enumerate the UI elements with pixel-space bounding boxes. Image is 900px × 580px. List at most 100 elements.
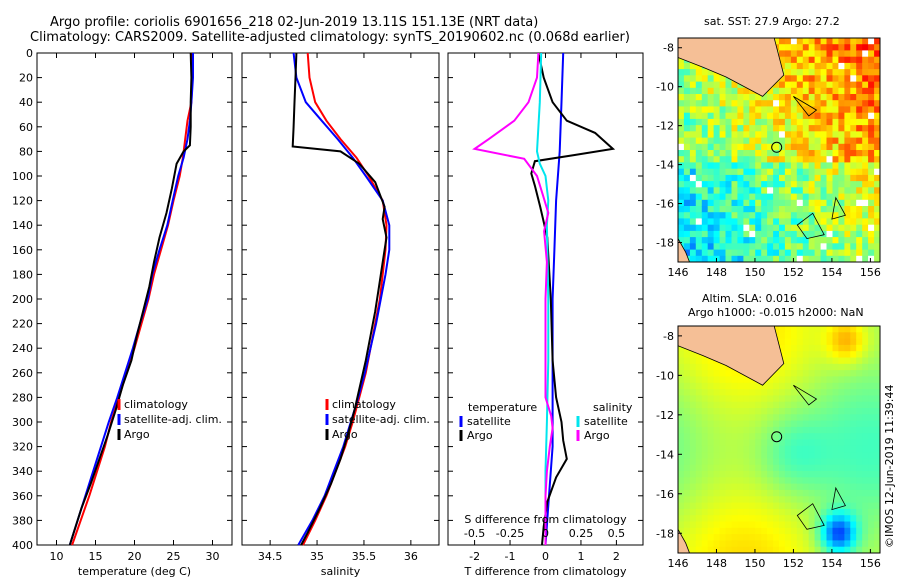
sla-heatmap-cell (844, 458, 851, 466)
sla-heatmap-cell (678, 376, 685, 384)
sla-heatmap-cell (814, 515, 821, 522)
sst-heatmap-cell (767, 137, 774, 145)
temperature-series-satellite-adj-clim- (68, 53, 194, 546)
sla-heatmap-cell (761, 408, 768, 415)
sst-heatmap-cell (844, 237, 851, 244)
sla-heatmap-cell (802, 496, 810, 504)
sla-heatmap-cell (743, 464, 750, 472)
sla-heatmap-cell (713, 414, 720, 422)
sst-heatmap-cell (832, 230, 839, 238)
sst-heatmap-cell (713, 125, 720, 132)
sst-heatmap-cell (779, 118, 786, 126)
sst-heatmap-cell (874, 50, 881, 58)
sst-heatmap-cell (767, 224, 774, 232)
sla-heatmap-cell (683, 351, 691, 358)
sla-heatmap-cell (862, 414, 869, 422)
sst-heatmap-cell (790, 243, 798, 250)
sst-heatmap-cell (695, 237, 703, 244)
sla-heatmap-cell (767, 515, 774, 522)
sla-heatmap-cell (814, 439, 821, 447)
sla-heatmap-cell (808, 326, 816, 333)
sst-heatmap-cell (755, 106, 762, 114)
sla-heatmap-cell (826, 344, 833, 352)
sla-heatmap-cell (755, 489, 762, 497)
sla-heatmap-cell (850, 401, 857, 409)
sla-heatmap-cell (784, 382, 792, 390)
sst-heatmap-cell (874, 249, 881, 257)
sla-heatmap-cell (761, 445, 768, 453)
sla-heatmap-cell (737, 534, 744, 541)
sst-heatmap-cell (838, 224, 845, 232)
sst-heatmap-cell (856, 255, 863, 263)
sst-heatmap-cell (796, 94, 804, 101)
sst-heatmap-cell (689, 199, 697, 207)
sla-heatmap-cell (779, 521, 786, 529)
sla-heatmap-cell (725, 370, 732, 377)
sla-heatmap-cell (713, 527, 720, 535)
sst-heatmap-cell (678, 125, 685, 132)
sla-heatmap-cell (808, 370, 816, 377)
sla-heatmap-cell (695, 464, 703, 472)
sst-heatmap-cell (838, 38, 845, 45)
sla-heatmap-cell (856, 338, 863, 346)
sla-heatmap-cell (707, 540, 715, 548)
sst-heatmap-cell (678, 174, 685, 182)
sst-heatmap-cell (790, 249, 798, 257)
sst-heatmap-cell (802, 81, 810, 89)
sla-heatmap-cell (725, 534, 732, 541)
difference-series-t-satellite (544, 52, 565, 546)
temperature-legend-label: Argo (124, 428, 150, 441)
sst-heatmap-cell (761, 106, 768, 114)
sst-heatmap-cell (802, 106, 810, 114)
sst-heatmap-cell (856, 38, 863, 45)
sst-heatmap-cell (850, 255, 857, 263)
sla-heatmap-cell (737, 433, 744, 440)
sst-heatmap-cell (689, 137, 697, 145)
sst-heatmap-cell (725, 224, 732, 232)
sla-heatmap-cell (767, 540, 774, 548)
sst-map-ytick-label: -12 (656, 120, 674, 133)
sla-heatmap-cell (701, 363, 709, 371)
sst-heatmap-cell (802, 94, 810, 101)
sla-heatmap-cell (832, 534, 839, 541)
sla-heatmap-cell (814, 332, 821, 340)
sst-heatmap-cell (784, 137, 792, 145)
sst-heatmap-cell (832, 118, 839, 126)
sla-heatmap-cell (773, 389, 780, 396)
sst-heatmap-cell (707, 87, 715, 95)
sla-heatmap-cell (826, 420, 833, 428)
depth-tick-label: 120 (12, 195, 33, 208)
temperature-xtick-label: 15 (89, 550, 103, 563)
sla-heatmap-cell (838, 338, 845, 346)
sst-heatmap-cell (820, 100, 827, 107)
sst-heatmap-cell (796, 131, 804, 138)
sst-heatmap-cell (689, 218, 697, 226)
sst-heatmap-cell (826, 100, 833, 107)
sla-heatmap-cell (844, 414, 851, 422)
sst-heatmap-cell (820, 44, 827, 51)
temperature-profile-panel: 0204060801001201401601802002202402602803… (12, 47, 233, 578)
sla-heatmap-cell (826, 326, 833, 333)
sst-heatmap-cell (731, 168, 738, 176)
sla-heatmap-cell (808, 489, 816, 497)
sst-heatmap-cell (773, 81, 780, 89)
sst-heatmap-cell (820, 150, 827, 157)
sst-heatmap-cell (820, 187, 827, 194)
sst-heatmap-cell (701, 212, 709, 219)
sla-heatmap-cell (707, 521, 715, 529)
sla-heatmap-cell (796, 433, 804, 440)
sla-heatmap-cell (779, 515, 786, 522)
sla-heatmap-cell (844, 521, 851, 529)
sst-heatmap-cell (749, 174, 756, 182)
sla-heatmap-cell (737, 426, 744, 434)
sst-heatmap-cell (719, 212, 726, 219)
sla-heatmap-cell (856, 389, 863, 396)
sla-heatmap-cell (826, 414, 833, 422)
sla-heatmap-cell (808, 527, 816, 535)
sst-heatmap-cell (796, 224, 804, 232)
sla-heatmap-cell (683, 496, 691, 504)
sst-heatmap-cell (796, 156, 804, 163)
sst-heatmap-cell (796, 75, 804, 82)
sst-heatmap-cell (826, 156, 833, 163)
sla-heatmap-cell (814, 326, 821, 333)
